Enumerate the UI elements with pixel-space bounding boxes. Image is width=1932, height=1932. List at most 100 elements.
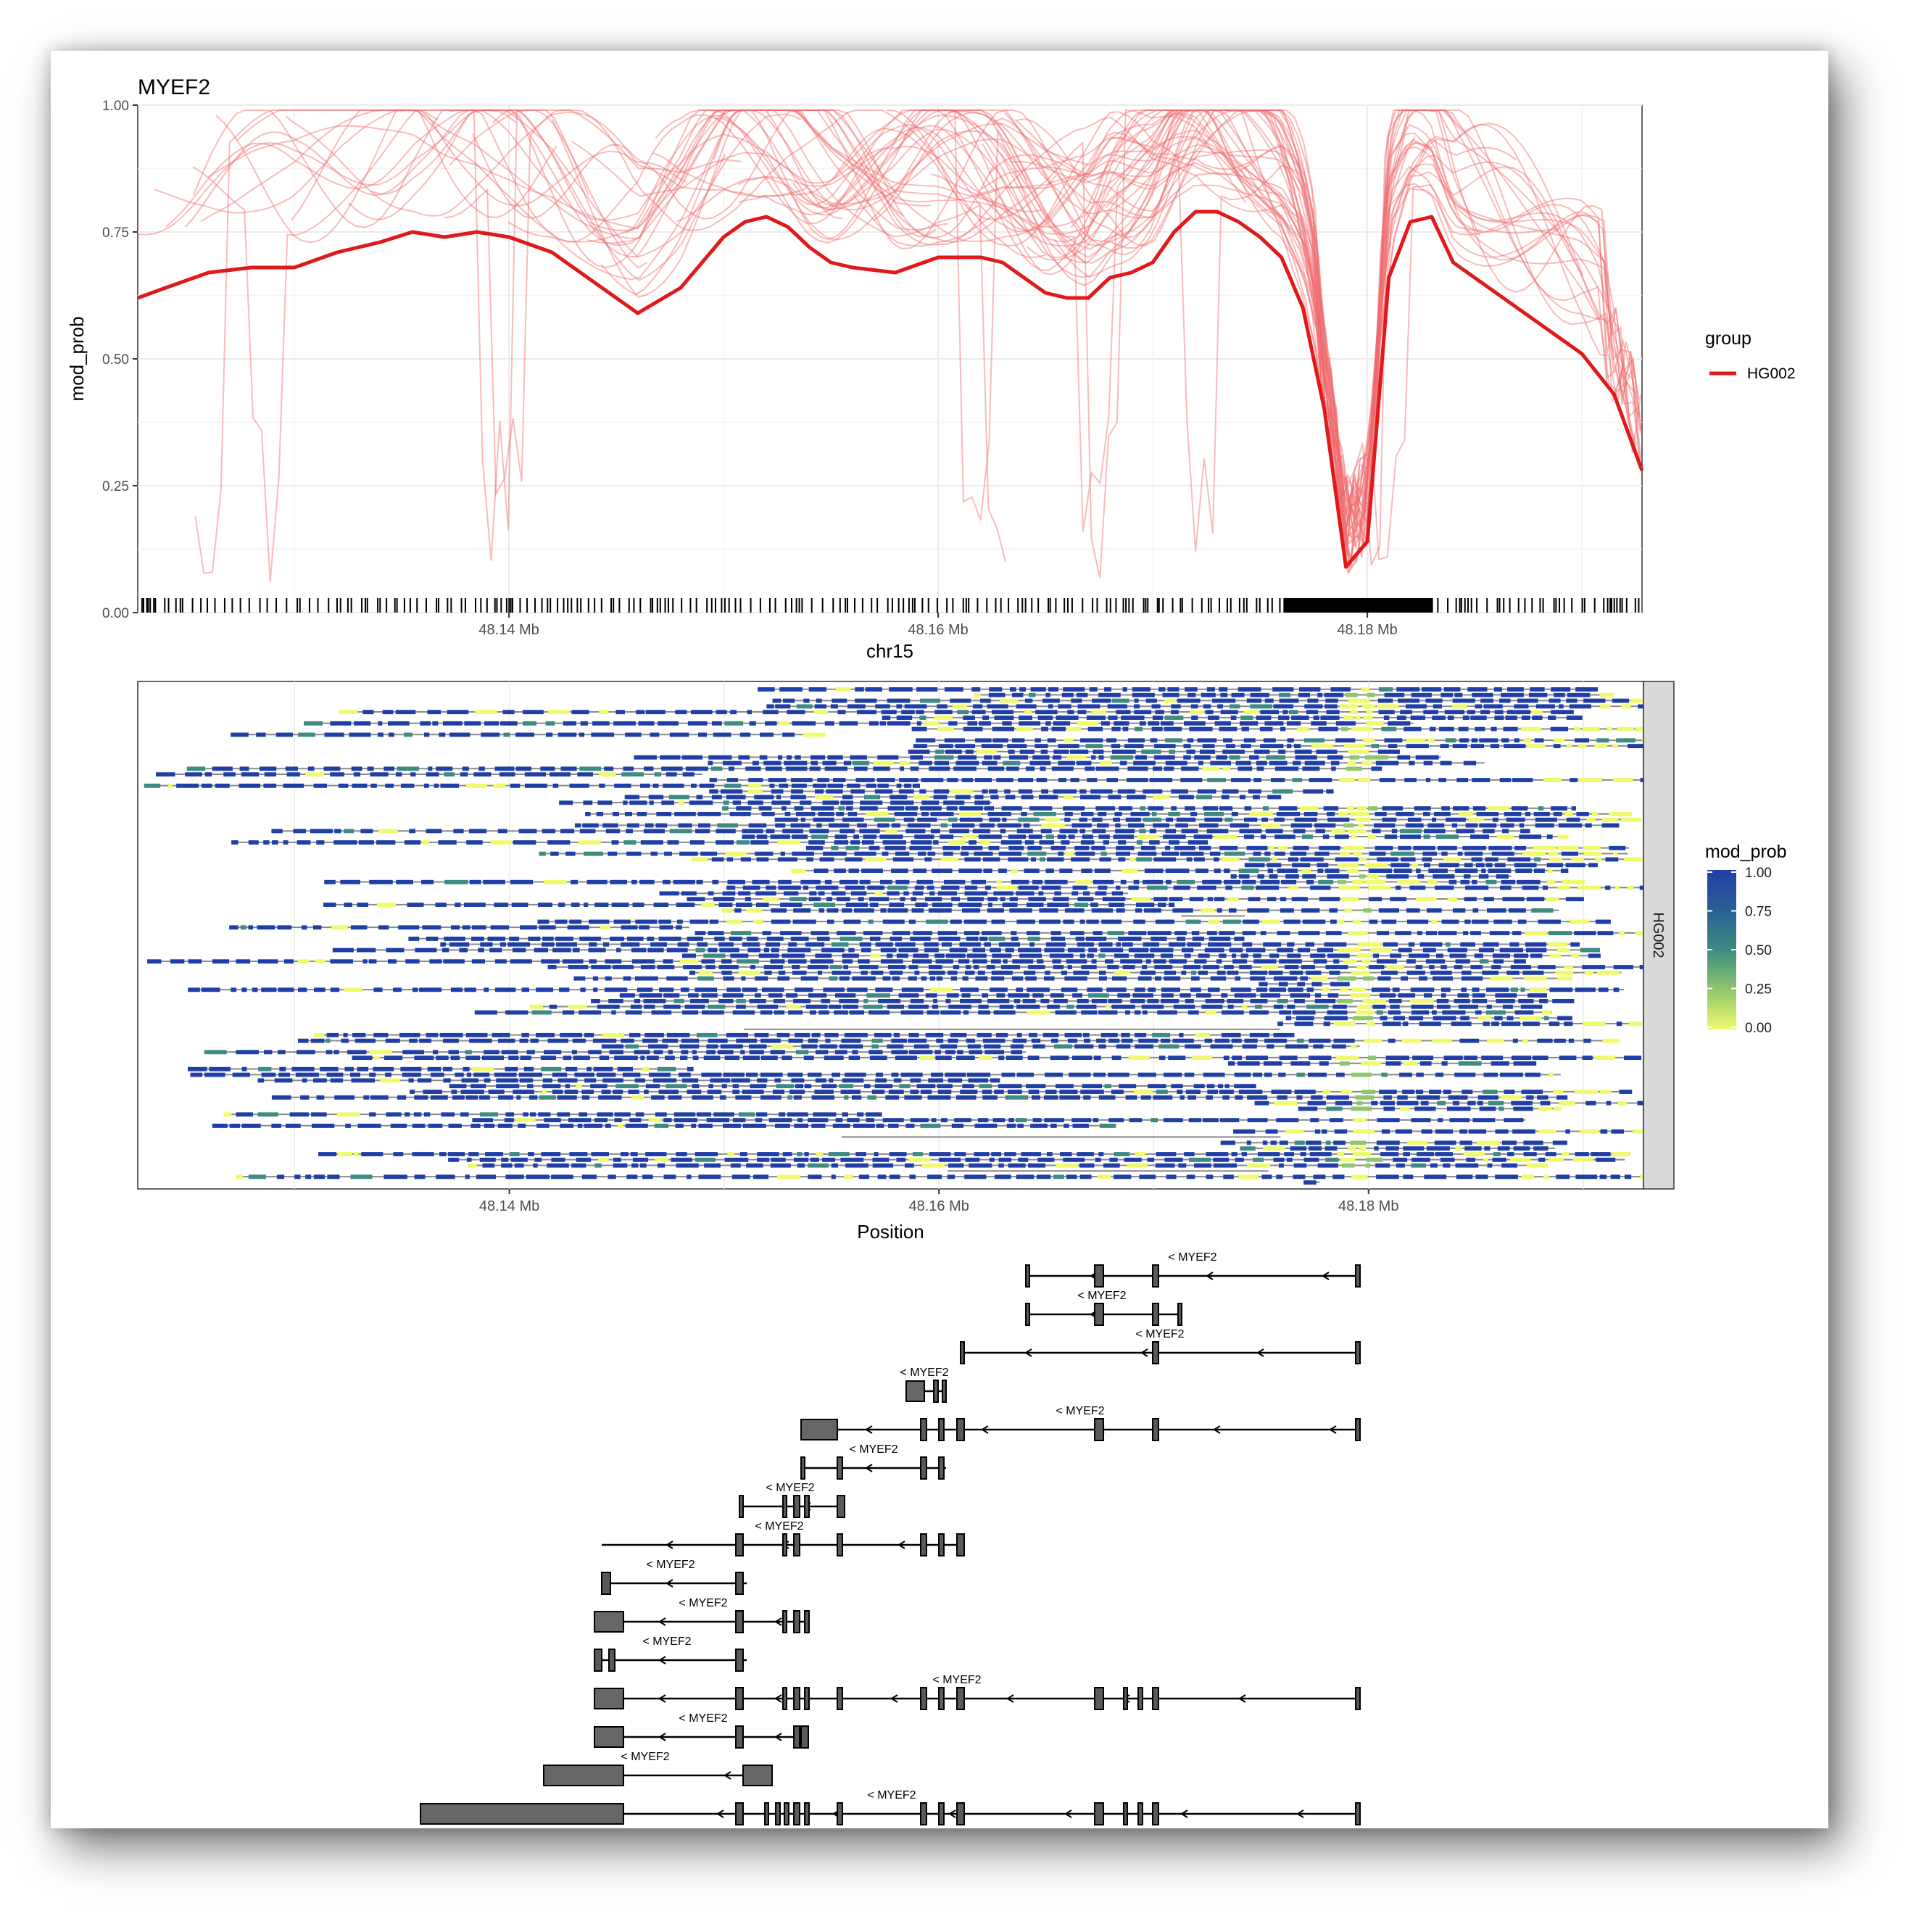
methylation-segment (1010, 687, 1016, 692)
methylation-segment (775, 823, 786, 828)
methylation-segment (1638, 704, 1643, 709)
methylation-segment (822, 760, 837, 766)
methylation-segment (1135, 908, 1143, 913)
methylation-segment (1409, 953, 1430, 958)
read-line (1009, 138, 1559, 558)
methylation-segment (760, 1010, 773, 1015)
methylation-segment (1612, 778, 1633, 782)
methylation-segment (1250, 692, 1269, 697)
methylation-segment (1611, 1129, 1624, 1134)
methylation-segment (1317, 692, 1323, 697)
methylation-segment (1330, 919, 1337, 924)
methylation-segment (1524, 976, 1547, 981)
methylation-segment (874, 891, 883, 896)
methylation-segment (895, 942, 916, 947)
methylation-segment (1021, 1152, 1041, 1156)
methylation-segment (809, 766, 821, 771)
methylation-segment (1214, 868, 1221, 874)
methylation-segment (1582, 965, 1606, 969)
methylation-segment (1204, 948, 1224, 953)
methylation-segment (1192, 1056, 1213, 1061)
methylation-segment (1061, 987, 1078, 992)
methylation-segment (696, 879, 703, 884)
methylation-segment (1606, 726, 1613, 731)
methylation-segment (793, 999, 811, 1003)
methylation-segment (1181, 948, 1194, 953)
methylation-segment (302, 925, 307, 930)
methylation-segment (555, 937, 573, 941)
methylation-segment (630, 1004, 642, 1009)
methylation-segment (1274, 1100, 1298, 1106)
methylation-segment (845, 885, 865, 890)
methylation-segment (602, 823, 618, 828)
read-line (200, 109, 931, 239)
methylation-segment (600, 925, 610, 930)
read-line (370, 108, 843, 561)
methylation-segment (742, 1124, 766, 1128)
methylation-segment (1510, 987, 1518, 992)
methylation-segment (1142, 965, 1148, 969)
methylation-segment (1134, 1010, 1141, 1015)
methylation-segment (1446, 817, 1466, 822)
methylation-segment (1488, 1100, 1504, 1106)
methylation-segment (1361, 959, 1371, 964)
methylation-segment (433, 1050, 439, 1055)
methylation-segment (1242, 879, 1256, 884)
methylation-segment (1543, 1016, 1549, 1021)
methylation-segment (1513, 1146, 1530, 1151)
methylation-segment (542, 1090, 547, 1094)
methylation-segment (1483, 1072, 1498, 1077)
methylation-segment (1140, 1095, 1151, 1100)
strand-arrow-icon (1140, 1348, 1148, 1357)
methylation-segment (836, 812, 845, 816)
methylation-segment (996, 879, 1002, 884)
methylation-segment (1437, 1004, 1451, 1009)
methylation-segment (736, 806, 752, 811)
methylation-segment (1355, 716, 1361, 720)
methylation-segment (1037, 1157, 1055, 1162)
methylation-segment (1487, 1163, 1493, 1168)
read-line (194, 109, 368, 574)
methylation-segment (1100, 851, 1107, 856)
methylation-segment (1501, 1163, 1517, 1168)
methylation-segment (1221, 993, 1228, 998)
methylation-segment (846, 806, 853, 811)
methylation-segment (426, 772, 439, 777)
methylation-segment (702, 1010, 724, 1015)
methylation-segment (966, 1072, 991, 1077)
methylation-segment (1368, 885, 1391, 890)
methylation-segment (913, 744, 927, 749)
methylation-segment (1304, 704, 1323, 709)
methylation-segment (921, 778, 944, 782)
methylation-segment (824, 721, 834, 726)
methylation-segment (891, 868, 908, 874)
exon-block (608, 1649, 615, 1672)
methylation-segment (1455, 1146, 1462, 1151)
methylation-segment (1266, 863, 1282, 868)
methylation-segment (1038, 891, 1044, 896)
methylation-segment (1411, 863, 1419, 868)
methylation-segment (324, 732, 344, 737)
methylation-segment (663, 959, 673, 964)
methylation-segment (1538, 965, 1556, 969)
methylation-segment (1248, 897, 1261, 902)
methylation-segment (1290, 1061, 1311, 1066)
methylation-segment (1067, 948, 1085, 953)
methylation-segment (794, 987, 813, 992)
methylation-segment (1118, 937, 1142, 941)
strand-arrow-icon (1024, 1348, 1032, 1357)
methylation-segment (1479, 823, 1497, 828)
methylation-segment (795, 1084, 804, 1089)
methylation-segment (1134, 953, 1155, 958)
methylation-segment (1548, 851, 1559, 856)
methylation-segment (1201, 908, 1215, 913)
methylation-segment (1287, 942, 1295, 947)
methylation-segment (1189, 897, 1203, 902)
methylation-segment (766, 829, 775, 834)
read-line (792, 127, 1601, 561)
methylation-segment (1577, 885, 1601, 890)
methylation-segment (932, 868, 953, 874)
methylation-segment (1430, 726, 1436, 731)
methylation-segment (1463, 874, 1471, 879)
methylation-segment (347, 1050, 367, 1055)
